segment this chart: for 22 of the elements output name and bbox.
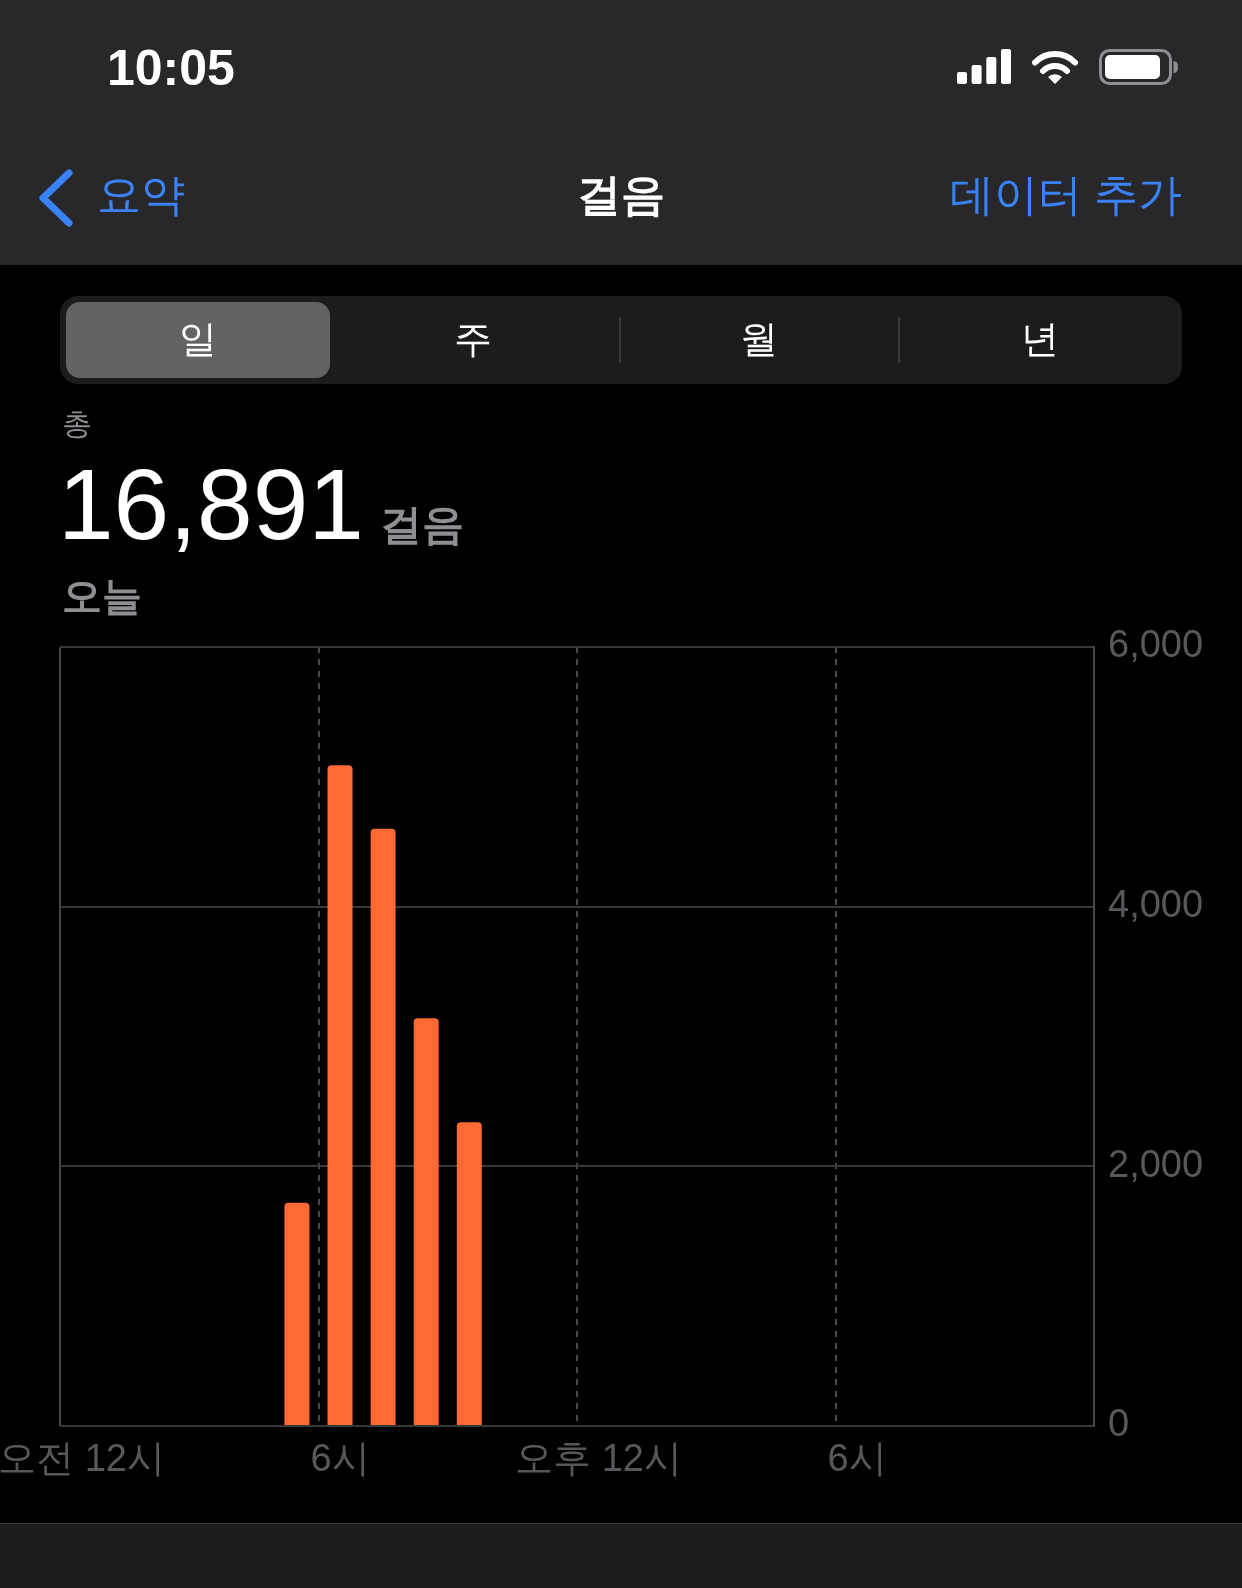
text: 10:05: [107, 40, 235, 96]
text: 오늘: [62, 574, 142, 618]
x-tick-label: 오후 12시: [515, 1437, 682, 1480]
text: 걸음: [379, 501, 464, 548]
segmented-control: 일 주 월 년: [60, 296, 1182, 384]
text: 요약: [97, 170, 185, 220]
bar: [370, 828, 396, 1425]
bar: [284, 1202, 310, 1425]
y-tick-label: 2,000: [1108, 1142, 1204, 1185]
x-tick-label: 오전 12시: [0, 1437, 165, 1480]
bar: [413, 1018, 439, 1425]
bar: [327, 765, 353, 1425]
text: 데이터 추가: [949, 170, 1182, 220]
bar: [456, 1122, 482, 1425]
y-tick-label: 0: [1108, 1402, 1130, 1445]
x-tick-label: 6시: [310, 1437, 370, 1480]
text: 총: [62, 407, 92, 441]
x-tick-label: 6시: [827, 1437, 887, 1480]
y-tick-label: 6,000: [1108, 623, 1204, 666]
text: 16,891: [58, 448, 364, 560]
y-tick-label: 4,000: [1108, 883, 1204, 926]
chart-title: 걸음: [577, 170, 665, 220]
